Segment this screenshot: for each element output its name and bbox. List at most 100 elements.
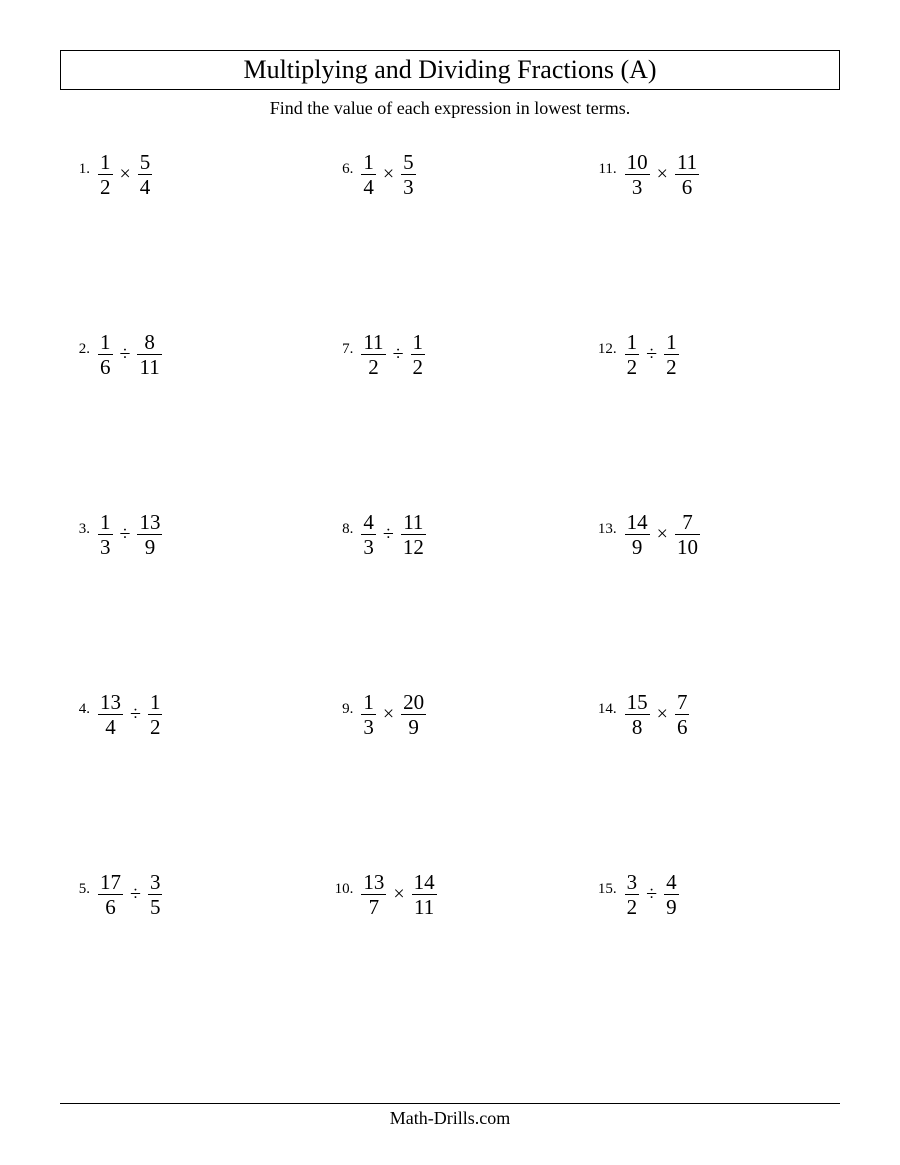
problem-number: 6. [333, 161, 353, 178]
numerator: 15 [625, 691, 650, 713]
problem-number: 7. [333, 341, 353, 358]
fraction-b: 811 [137, 331, 161, 378]
denominator: 3 [401, 176, 416, 198]
expression: 13÷139 [98, 511, 162, 558]
problem-number: 14. [597, 701, 617, 718]
problem-number: 5. [70, 881, 90, 898]
operator: × [383, 703, 394, 726]
denominator: 11 [137, 356, 161, 378]
fraction-a: 32 [625, 871, 640, 918]
denominator: 2 [625, 896, 640, 918]
fraction-b: 35 [148, 871, 163, 918]
numerator: 1 [625, 331, 640, 353]
problem: 14.158×76 [587, 687, 840, 867]
fraction-b: 710 [675, 511, 700, 558]
denominator: 2 [411, 356, 426, 378]
numerator: 3 [625, 871, 640, 893]
problem: 1.12×54 [60, 147, 313, 327]
numerator: 4 [664, 871, 679, 893]
expression: 32÷49 [625, 871, 679, 918]
denominator: 9 [630, 536, 645, 558]
operator: ÷ [383, 523, 394, 546]
fraction-a: 134 [98, 691, 123, 738]
numerator: 11 [675, 151, 699, 173]
problem: 5.176÷35 [60, 867, 313, 1047]
fraction-a: 176 [98, 871, 123, 918]
numerator: 13 [361, 871, 386, 893]
expression: 137×1411 [361, 871, 436, 918]
expression: 14×53 [361, 151, 415, 198]
fraction-a: 12 [625, 331, 640, 378]
denominator: 6 [103, 896, 118, 918]
numerator: 1 [148, 691, 163, 713]
fraction-a: 43 [361, 511, 376, 558]
fraction-b: 76 [675, 691, 690, 738]
numerator: 7 [680, 511, 695, 533]
fraction-b: 1112 [401, 511, 426, 558]
fraction-a: 158 [625, 691, 650, 738]
fraction-a: 12 [98, 151, 113, 198]
denominator: 6 [680, 176, 695, 198]
denominator: 3 [630, 176, 645, 198]
numerator: 1 [98, 151, 113, 173]
fraction-a: 149 [625, 511, 650, 558]
problem-number: 4. [70, 701, 90, 718]
numerator: 14 [412, 871, 437, 893]
denominator: 10 [675, 536, 700, 558]
denominator: 7 [367, 896, 382, 918]
problem: 2.16÷811 [60, 327, 313, 507]
fraction-b: 53 [401, 151, 416, 198]
operator: × [657, 523, 668, 546]
fraction-b: 1411 [412, 871, 437, 918]
problem: 8.43÷1112 [323, 507, 576, 687]
expression: 134÷12 [98, 691, 162, 738]
subtitle: Find the value of each expression in low… [60, 98, 840, 119]
denominator: 11 [412, 896, 436, 918]
numerator: 4 [361, 511, 376, 533]
problem: 6.14×53 [323, 147, 576, 327]
fraction-a: 14 [361, 151, 376, 198]
expression: 12÷12 [625, 331, 679, 378]
denominator: 9 [406, 716, 421, 738]
operator: ÷ [646, 883, 657, 906]
operator: × [657, 163, 668, 186]
denominator: 6 [675, 716, 690, 738]
problem-number: 1. [70, 161, 90, 178]
numerator: 1 [98, 511, 113, 533]
numerator: 1 [411, 331, 426, 353]
denominator: 8 [630, 716, 645, 738]
denominator: 12 [401, 536, 426, 558]
numerator: 13 [137, 511, 162, 533]
fraction-b: 116 [675, 151, 699, 198]
denominator: 5 [148, 896, 163, 918]
operator: × [393, 883, 404, 906]
numerator: 5 [401, 151, 416, 173]
denominator: 2 [366, 356, 381, 378]
fraction-b: 54 [138, 151, 153, 198]
denominator: 2 [98, 176, 113, 198]
fraction-a: 137 [361, 871, 386, 918]
fraction-b: 12 [411, 331, 426, 378]
denominator: 4 [361, 176, 376, 198]
operator: ÷ [130, 703, 141, 726]
worksheet-page: Multiplying and Dividing Fractions (A) F… [0, 0, 900, 1165]
numerator: 13 [98, 691, 123, 713]
problem: 11.103×116 [587, 147, 840, 327]
numerator: 1 [361, 151, 376, 173]
fraction-a: 13 [98, 511, 113, 558]
title-box: Multiplying and Dividing Fractions (A) [60, 50, 840, 90]
fraction-b: 12 [664, 331, 679, 378]
operator: ÷ [120, 343, 131, 366]
expression: 112÷12 [361, 331, 425, 378]
numerator: 7 [675, 691, 690, 713]
problem: 10.137×1411 [323, 867, 576, 1047]
expression: 16÷811 [98, 331, 162, 378]
problem: 9.13×209 [323, 687, 576, 867]
operator: × [657, 703, 668, 726]
operator: × [120, 163, 131, 186]
expression: 149×710 [625, 511, 700, 558]
expression: 13×209 [361, 691, 426, 738]
denominator: 2 [664, 356, 679, 378]
numerator: 5 [138, 151, 153, 173]
denominator: 3 [361, 716, 376, 738]
